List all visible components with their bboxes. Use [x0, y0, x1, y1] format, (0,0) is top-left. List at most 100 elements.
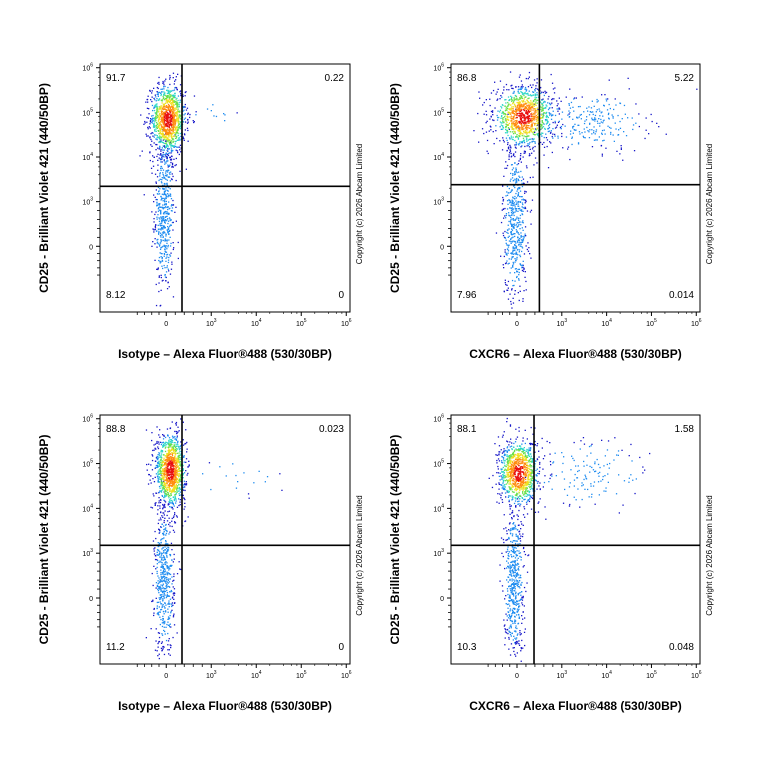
event-dot	[167, 152, 170, 155]
event-dot	[516, 114, 518, 117]
event-dot	[521, 112, 524, 114]
event-dot	[224, 120, 226, 122]
event-dot	[186, 107, 189, 109]
event-dot	[168, 595, 170, 597]
event-dot	[515, 111, 517, 113]
event-dot	[511, 123, 513, 125]
event-dot	[163, 646, 165, 648]
event-dot	[622, 159, 624, 161]
event-dot	[177, 95, 180, 97]
x-axis-ticks: 0 103 104 105 106	[487, 312, 702, 328]
event-dot	[523, 115, 525, 117]
event-dot	[505, 161, 507, 163]
y-tick-label: 104	[82, 152, 93, 162]
y-axis-label: CD25 - Brilliant Violet 421 (440/50BP)	[388, 83, 402, 293]
event-dot	[176, 458, 179, 460]
event-dot	[148, 463, 150, 465]
event-dot	[162, 208, 164, 210]
event-dot	[157, 120, 160, 122]
event-dot	[157, 583, 159, 585]
event-dot	[599, 110, 601, 112]
event-dot	[174, 485, 176, 487]
event-dot	[160, 158, 162, 160]
event-dot	[158, 456, 160, 458]
event-dot	[513, 214, 515, 217]
event-dot	[575, 129, 577, 131]
event-dot	[157, 655, 159, 657]
event-dot	[507, 143, 509, 146]
event-dot	[536, 162, 538, 164]
event-dot	[162, 512, 164, 514]
event-dot	[506, 117, 509, 119]
event-dot	[169, 453, 171, 456]
event-dot	[518, 187, 520, 189]
event-dot	[184, 134, 186, 136]
event-dot	[513, 125, 515, 128]
event-dot	[168, 569, 170, 571]
event-dot	[507, 203, 509, 205]
event-dot	[513, 247, 515, 249]
event-dot	[510, 232, 512, 234]
event-dot	[161, 216, 163, 218]
event-dot	[170, 106, 172, 108]
event-dot	[508, 112, 510, 114]
event-dot	[167, 106, 169, 108]
event-dot	[174, 115, 177, 117]
event-dot	[167, 222, 169, 225]
event-dot	[235, 487, 238, 489]
event-dot	[162, 228, 164, 230]
event-dot	[175, 479, 177, 481]
event-dot	[168, 443, 170, 445]
event-dot	[160, 117, 163, 119]
event-dot	[509, 293, 511, 295]
event-dot	[166, 562, 168, 564]
event-dot	[162, 559, 164, 561]
x-tick-label: 104	[251, 318, 262, 328]
event-dot	[161, 460, 164, 462]
event-dot	[164, 174, 167, 177]
event-dot	[178, 483, 180, 486]
event-dot	[159, 517, 162, 519]
event-dot	[161, 113, 163, 115]
event-dot	[166, 133, 168, 135]
event-dot	[176, 111, 178, 114]
event-dot	[505, 126, 507, 128]
event-dot	[167, 268, 169, 270]
event-dot	[541, 91, 543, 93]
event-dot	[160, 153, 162, 155]
event-dot	[522, 239, 525, 241]
event-dot	[509, 180, 511, 182]
event-dot	[515, 181, 517, 183]
event-dot	[178, 146, 180, 148]
event-dot	[522, 133, 524, 135]
event-dot	[166, 96, 168, 98]
event-dot	[515, 95, 518, 98]
event-dot	[169, 173, 171, 175]
event-dot	[519, 120, 521, 123]
event-dot	[166, 592, 169, 594]
event-dot	[506, 124, 508, 126]
event-dot	[164, 563, 167, 566]
event-dot	[531, 86, 533, 89]
event-dot	[158, 190, 160, 192]
event-dot	[172, 586, 174, 588]
event-dot	[531, 124, 533, 126]
event-dot	[168, 474, 170, 477]
event-dot	[162, 145, 164, 147]
event-dot	[157, 559, 159, 562]
event-dot	[163, 176, 166, 179]
event-dot	[505, 137, 508, 139]
event-dot	[512, 249, 514, 251]
event-dot	[185, 91, 187, 93]
event-dot	[507, 263, 509, 265]
event-dot	[160, 603, 163, 605]
event-dot	[492, 131, 494, 133]
event-dot	[178, 138, 180, 140]
event-dot	[157, 169, 159, 171]
event-dot	[549, 123, 551, 125]
event-dot	[169, 116, 171, 118]
event-dot	[518, 135, 520, 137]
event-dot	[165, 280, 167, 282]
event-dot	[187, 129, 189, 132]
event-dot	[163, 482, 166, 484]
